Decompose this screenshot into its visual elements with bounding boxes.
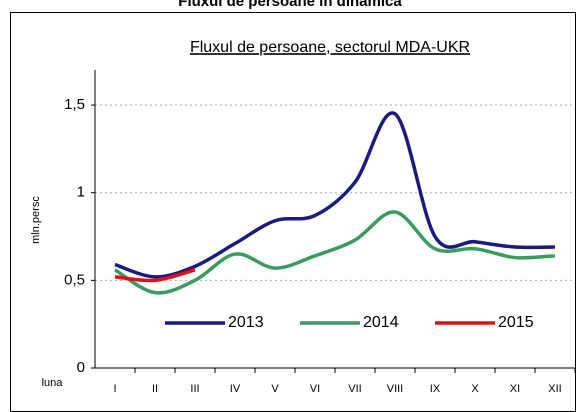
legend-label: 2015 <box>498 314 534 331</box>
y-tick-label: 0 <box>77 359 85 376</box>
y-axis-label: mln.persc <box>30 196 42 244</box>
x-tick-label: V <box>271 383 279 395</box>
x-tick-label: XI <box>510 383 520 395</box>
x-tick-label: VIII <box>387 383 404 395</box>
x-tick-label: VI <box>310 383 320 395</box>
x-tick-label: I <box>113 383 116 395</box>
x-tick-label: III <box>190 383 199 395</box>
x-tick-label: IV <box>230 383 241 395</box>
y-tick-label: 1 <box>77 184 85 201</box>
x-tick-label: VII <box>348 383 361 395</box>
x-tick-label: II <box>152 383 158 395</box>
y-tick-label: 1,5 <box>64 96 85 113</box>
line <box>114 111 556 279</box>
x-tick-label: X <box>471 383 479 395</box>
line <box>114 210 556 295</box>
chart-title: Fluxul de persoane în dinamică <box>178 0 402 10</box>
x-axis-label: luna <box>42 377 64 389</box>
x-tick-label: XII <box>548 383 561 395</box>
legend-label: 2014 <box>363 314 399 331</box>
line <box>114 268 196 283</box>
y-tick-label: 0,5 <box>64 271 85 288</box>
chart-subtitle: Fluxul de persoane, sectorul MDA-UKR <box>190 39 470 56</box>
x-tick-label: IX <box>430 383 441 395</box>
legend-label: 2013 <box>228 314 264 331</box>
